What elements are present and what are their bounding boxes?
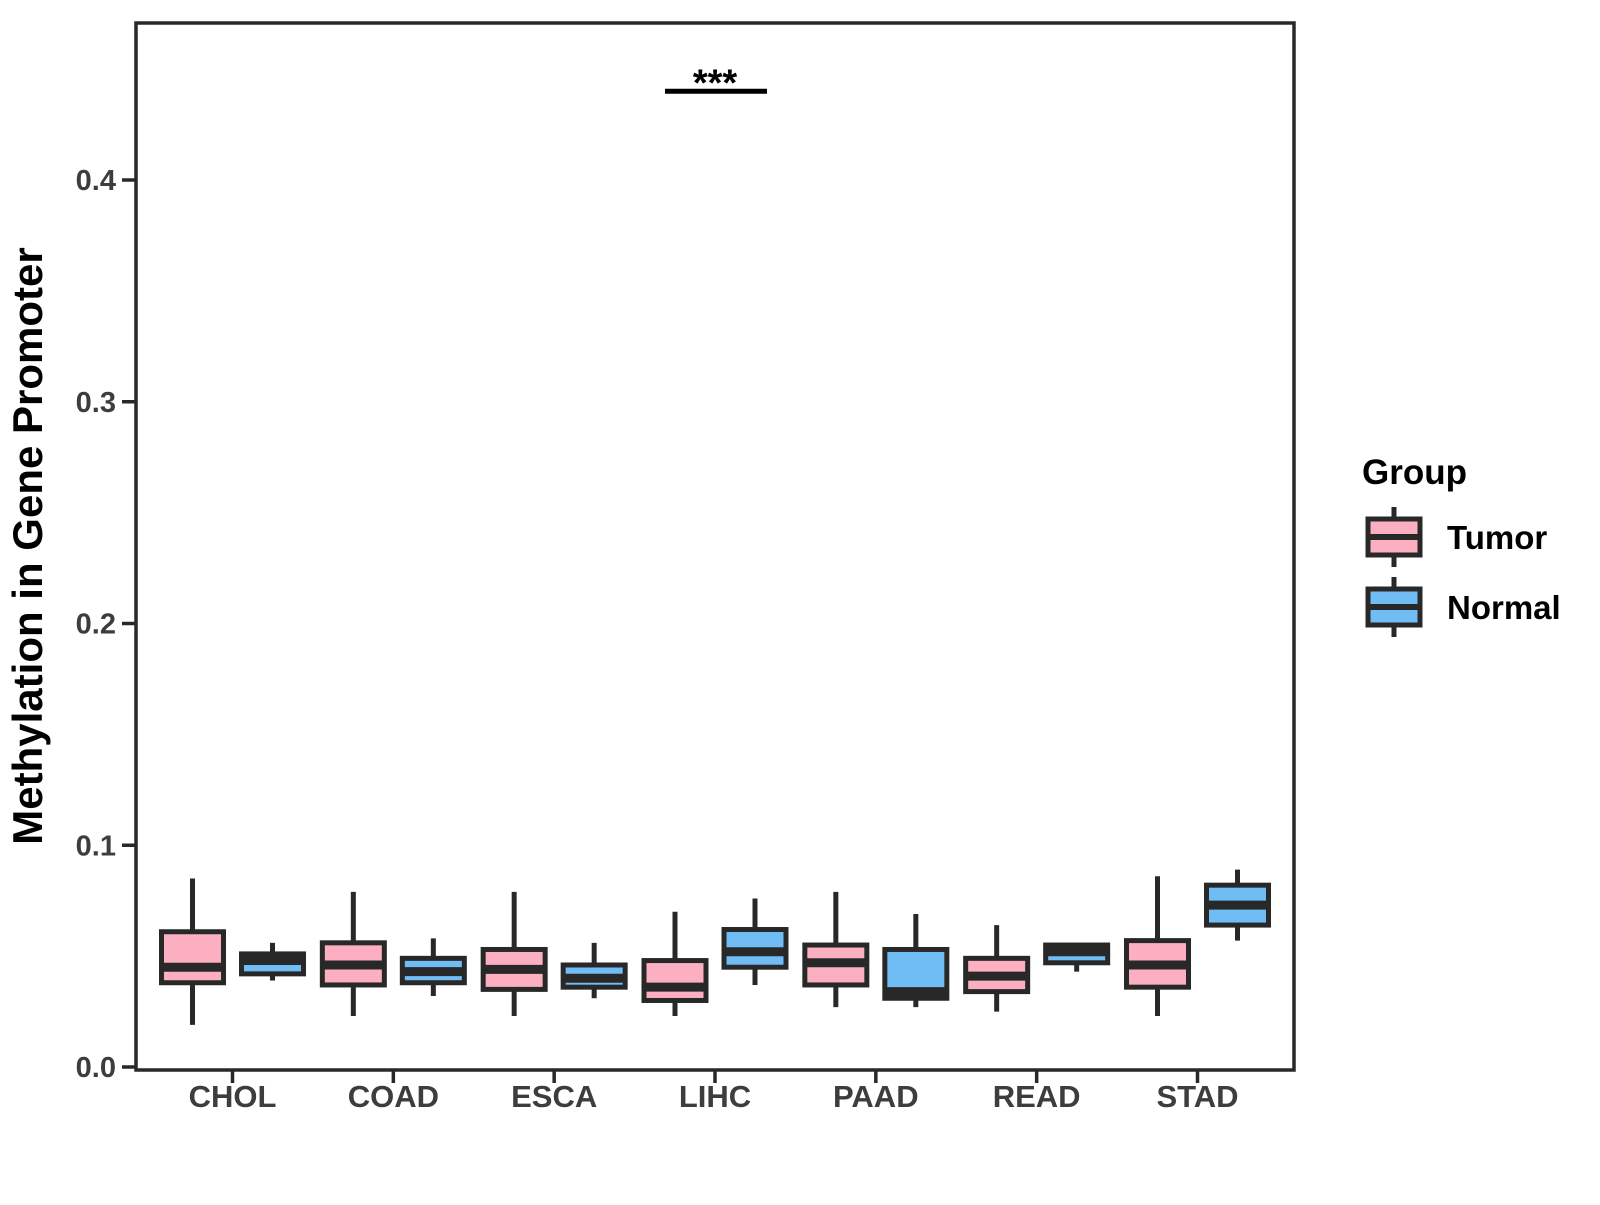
x-tick-label-esca: ESCA [511,1079,597,1114]
legend-key-tumor [1365,507,1423,567]
x-tick-label-read: READ [993,1079,1081,1114]
boxplot-stad-normal [1204,869,1271,941]
boxplot-esca-normal [560,942,628,999]
boxplot-read-tumor [963,925,1031,1012]
y-tick-label: 0.2 [76,609,116,641]
boxplot-paad-tumor [802,891,870,1008]
boxplot-lihc-tumor [641,911,709,1016]
y-axis-title: Methylation in Gene Promoter [4,247,51,844]
plot-panel [134,21,1296,1072]
x-tick-label-chol: CHOL [189,1079,277,1114]
iqr-box [641,958,709,1003]
x-tick-label-stad: STAD [1156,1079,1238,1114]
boxplot-chol-tumor [159,878,226,1025]
boxplot-esca-tumor [480,891,548,1016]
boxplot-read-normal [1043,942,1111,972]
x-tick-label-lihc: LIHC [679,1079,751,1114]
y-tick-label: 0.1 [76,830,116,862]
significance-marker: *** [693,62,738,104]
boxplot-coad-normal [399,938,467,997]
iqr-box [159,929,226,986]
y-tick-label: 0.3 [76,387,116,419]
legend-label-tumor: Tumor [1447,519,1547,556]
legend-label-normal: Normal [1447,589,1561,626]
boxplot-stad-tumor [1124,876,1191,1016]
boxplot-coad-tumor [319,891,387,1016]
boxplot-paad-normal [882,913,950,1008]
y-tick-label: 0.4 [76,165,116,197]
x-tick-label-coad: COAD [348,1079,439,1114]
legend-key-normal [1365,577,1423,637]
x-tick-label-paad: PAAD [833,1079,919,1114]
y-tick-label: 0.0 [76,1052,116,1084]
boxplot-lihc-normal [721,898,789,985]
boxplot-chol-normal [239,942,306,981]
legend-title: Group [1362,453,1467,492]
